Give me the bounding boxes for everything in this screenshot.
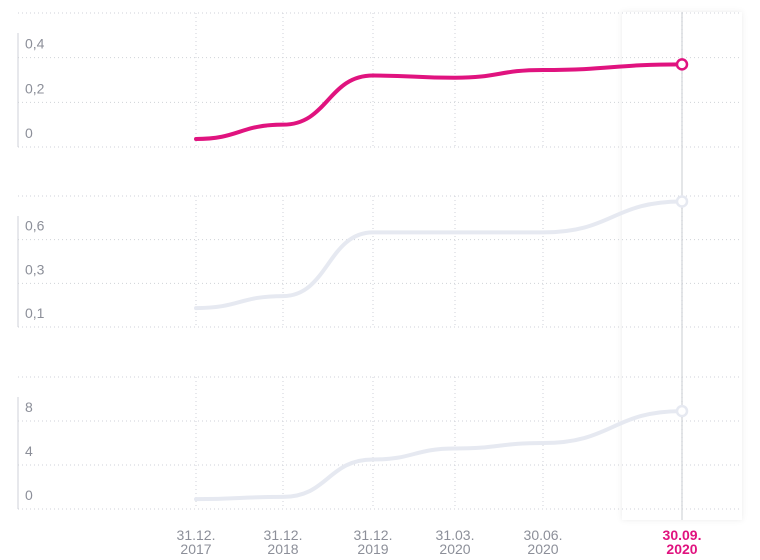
y-tick-label: 0,4 — [25, 36, 45, 52]
y-tick-label: 0 — [25, 487, 33, 503]
point-marker — [675, 404, 689, 418]
y-tick-label: 0,2 — [25, 80, 45, 96]
y-tick-label: 0,3 — [25, 261, 45, 277]
x-tick-label: 30.06. 2020 — [524, 527, 563, 557]
y-tick-label: 0,6 — [25, 218, 45, 234]
point-marker — [675, 58, 689, 71]
point-marker — [675, 195, 689, 208]
x-tick-label: 31.03. 2020 — [436, 527, 475, 557]
series-line — [194, 409, 684, 502]
y-tick-label: 4 — [25, 443, 33, 459]
y-tick-label: 8 — [25, 399, 33, 415]
y-tick-label: 0,1 — [25, 305, 45, 321]
series-line — [194, 199, 684, 311]
y-tick-label: 0 — [25, 125, 33, 141]
x-tick-label: 30.09. 2020 — [663, 527, 702, 557]
series-line — [194, 62, 684, 141]
x-tick-label: 31.12. 2018 — [264, 527, 303, 557]
x-tick-label: 31.12. 2019 — [354, 527, 393, 557]
x-tick-label: 31.12. 2017 — [177, 527, 216, 557]
